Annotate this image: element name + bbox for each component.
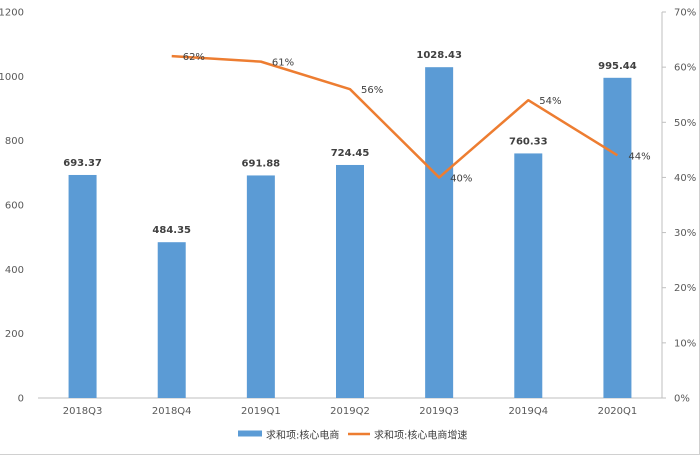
line-data-label: 40% [450,173,472,184]
y-right-tick-label: 30% [674,228,696,239]
bar-data-label: 484.35 [152,225,191,236]
y-right-tick-label: 10% [674,338,696,349]
x-tick-label: 2018Q4 [152,406,192,417]
bar [336,164,364,398]
y-left-tick-label: 1000 [0,72,24,83]
bar [68,174,97,398]
bar-data-label: 691.88 [242,158,281,169]
bar-data-label: 1028.43 [416,50,462,61]
bar-data-label: 724.45 [331,148,370,159]
legend-bar-swatch [238,430,262,437]
x-tick-label: 2020Q1 [598,406,638,417]
line-data-label: 44% [628,151,650,162]
y-right-tick-label: 0% [674,394,690,405]
x-tick-label: 2019Q1 [241,406,281,417]
line-data-label: 62% [183,52,205,63]
growth-line [171,54,619,179]
y-right-tick-label: 50% [674,118,696,129]
legend-bar-label: 求和项:核心电商 [266,429,339,442]
bar [246,175,275,398]
y-left-tick-label: 400 [5,265,24,276]
x-tick-label: 2019Q2 [330,406,370,417]
y-left-tick-label: 800 [5,136,24,147]
line-data-label: 54% [539,96,561,107]
y-left-tick-label: 600 [5,201,24,212]
bar [157,242,186,398]
line-data-label: 56% [361,85,383,96]
x-tick-label: 2018Q3 [63,406,103,417]
bar-data-label: 693.37 [63,158,102,169]
y-right-tick-label: 60% [674,63,696,74]
x-tick-label: 2019Q3 [419,406,459,417]
line-data-label: 61% [272,58,294,69]
bar [603,77,632,398]
x-tick-label: 2019Q4 [508,406,548,417]
bar [425,67,454,398]
y-left-tick-label: 0 [18,394,24,405]
bar-data-label: 760.33 [509,136,548,147]
y-right-tick-label: 70% [674,8,696,19]
y-right-tick-label: 20% [674,283,696,294]
legend-line-label: 求和项:核心电商增速 [374,429,467,442]
y-right-tick-label: 40% [674,173,696,184]
y-left-tick-label: 1200 [0,8,24,19]
bar-data-label: 995.44 [598,61,637,72]
y-left-tick-label: 200 [5,329,24,340]
bar [514,153,543,398]
